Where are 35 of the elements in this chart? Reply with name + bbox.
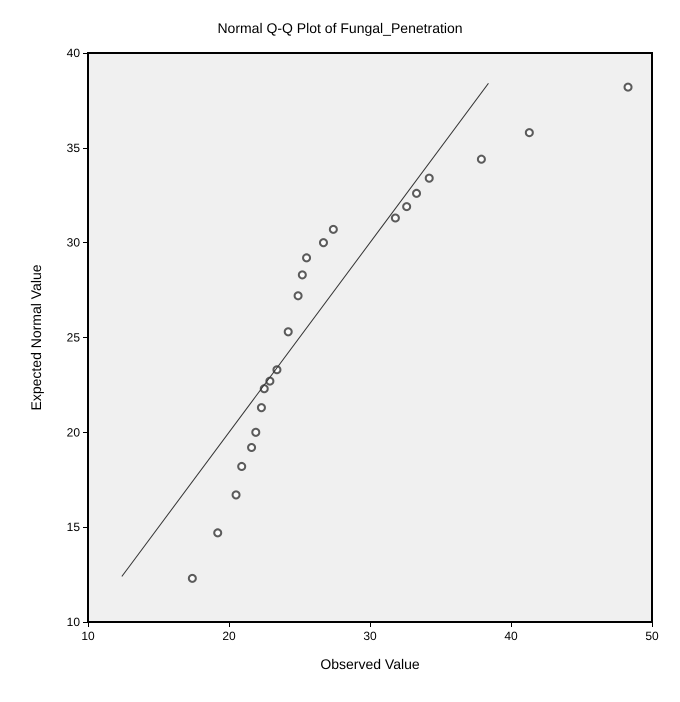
y-tick-label: 40 [66,46,80,60]
point [298,270,307,280]
point [251,428,260,437]
y-tick-label: 15 [66,520,80,534]
point [524,128,534,138]
chart-title: Normal Q-Q Plot of Fungal_Penetration [217,20,463,36]
x-tick-label: 10 [81,629,95,643]
point [328,224,338,234]
point [412,188,422,198]
y-tick-label: 35 [66,140,80,155]
point [188,574,197,583]
y-tick-label: 30 [66,236,80,250]
x-tick-label: 30 [363,629,377,643]
point [318,238,328,248]
point [390,214,400,223]
point [624,82,633,92]
point [237,462,246,471]
y-tick-label: 25 [66,330,80,344]
y-tick-label: 10 [66,615,80,629]
point [302,253,312,262]
point [294,291,303,300]
point [213,528,222,538]
x-axis-title: Observed Value [320,656,420,672]
point [476,154,486,164]
y-tick-label: 20 [66,425,80,440]
point [284,327,293,336]
point [247,443,256,452]
point [424,174,434,183]
y-axis-title: Expected Normal Value [28,264,44,411]
x-tick-label: 50 [645,629,659,643]
point [232,490,241,500]
point [402,202,412,212]
x-tick-label: 40 [504,629,518,643]
point [256,403,266,412]
x-tick-label: 20 [222,629,236,643]
